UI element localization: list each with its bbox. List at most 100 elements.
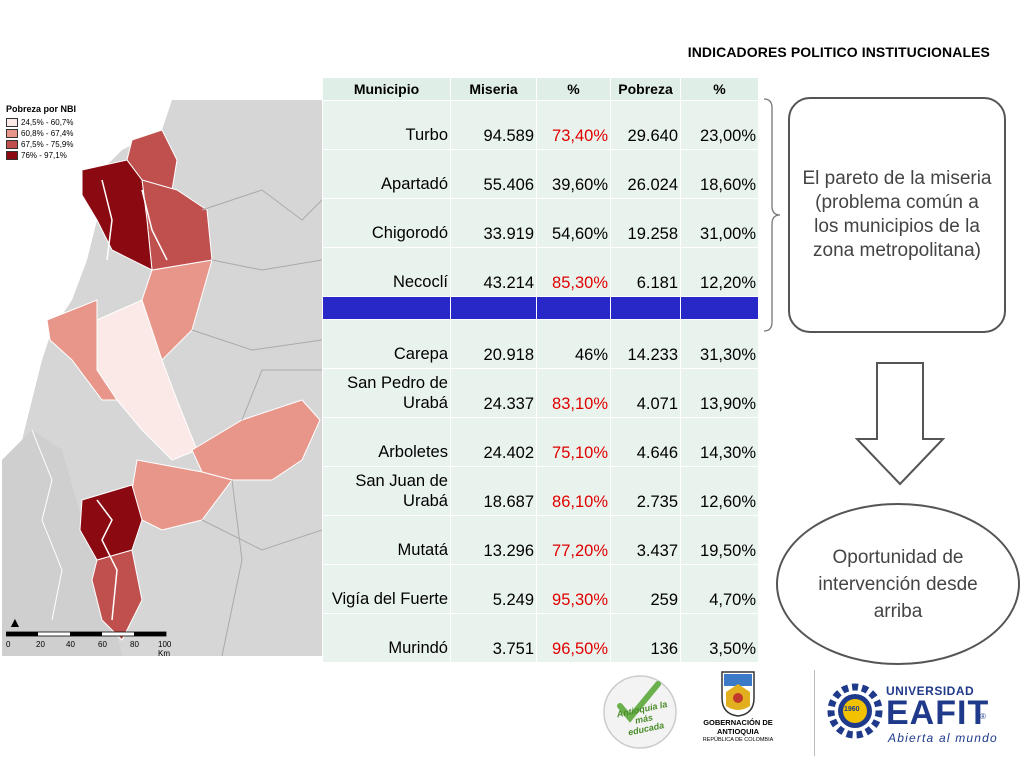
cell-pct-pobreza: 4,70% (680, 564, 759, 614)
gobernacion-subtitle: REPÚBLICA DE COLOMBIA (702, 737, 774, 743)
table-row: Apartadó 55.406 39,60% 26.024 18,60% (322, 149, 759, 199)
legend-swatch (6, 140, 18, 149)
cell-pct-pobreza: 18,60% (680, 149, 759, 199)
cell-pct-pobreza: 19,50% (680, 515, 759, 565)
cell-municipio: San Juan de Urabá (322, 466, 451, 516)
scale-bar-graphic (6, 631, 167, 637)
legend-swatch (6, 129, 18, 138)
opportunity-callout-ellipse: Oportunidad de intervención desde arriba (776, 503, 1020, 665)
cell-municipio: Chigorodó (322, 198, 451, 248)
cell-pct-miseria: 85,30% (536, 247, 611, 297)
separator-row (322, 296, 759, 320)
cell-municipio: Arboletes (322, 417, 451, 467)
cell-pobreza: 29.640 (610, 100, 681, 150)
down-arrow-icon (855, 362, 945, 486)
registered-mark-icon: ® (980, 712, 986, 721)
logo-divider (814, 670, 815, 756)
scale-label: 0 (6, 640, 11, 649)
cell-pobreza: 4.071 (610, 368, 681, 418)
cell-pct-miseria: 46% (536, 319, 611, 369)
col-header-miseria: Miseria (450, 77, 537, 101)
cell-miseria: 33.919 (450, 198, 537, 248)
cell-pobreza: 19.258 (610, 198, 681, 248)
cell-pct-pobreza: 23,00% (680, 100, 759, 150)
cell-miseria: 20.918 (450, 319, 537, 369)
pareto-callout-text: El pareto de la miseria (problema común … (802, 168, 992, 261)
cell-pct-pobreza: 14,30% (680, 417, 759, 467)
cell-pct-pobreza: 31,30% (680, 319, 759, 369)
legend-item: 60,8% - 67,4% (6, 128, 76, 139)
scale-label: 80 (130, 640, 139, 649)
gobernacion-logo-text: GOBERNACIÓN DE ANTIOQUIA REPÚBLICA DE CO… (686, 718, 790, 745)
col-header-municipio: Municipio (322, 77, 451, 101)
legend-label: 67,5% - 75,9% (21, 140, 74, 149)
footer-logos: Antioquia la más educada GOBERNACIÓN DE … (598, 668, 1018, 764)
scale-label: 60 (98, 640, 107, 649)
col-header-pct-miseria: % (536, 77, 611, 101)
cell-pobreza: 259 (610, 564, 681, 614)
cell-pct-miseria: 95,30% (536, 564, 611, 614)
col-header-pobreza: Pobreza (610, 77, 681, 101)
scale-label: 20 (36, 640, 45, 649)
cell-pct-pobreza: 31,00% (680, 198, 759, 248)
gobernacion-shield-icon (721, 671, 755, 717)
scale-label: 100 Km (158, 640, 172, 658)
cell-municipio: Necoclí (322, 247, 451, 297)
bracket-icon (763, 98, 781, 332)
cell-pct-pobreza: 13,90% (680, 368, 759, 418)
cell-pct-miseria: 86,10% (536, 466, 611, 516)
col-header-pct-pobreza: % (680, 77, 759, 101)
cell-miseria: 24.337 (450, 368, 537, 418)
cell-miseria: 94.589 (450, 100, 537, 150)
legend-label: 60,8% - 67,4% (21, 129, 74, 138)
cell-miseria: 55.406 (450, 149, 537, 199)
eafit-gear-logo-icon (827, 683, 883, 739)
cell-pobreza: 136 (610, 613, 681, 663)
eafit-name: EAFIT (886, 694, 990, 732)
indicators-table: Municipio Miseria % Pobreza % Turbo 94.58… (322, 77, 759, 663)
map-graphic (2, 100, 322, 656)
cell-pct-miseria: 54,60% (536, 198, 611, 248)
cell-municipio: San Pedro de Urabá (322, 368, 451, 418)
eafit-year: 1960 (844, 706, 860, 713)
uraba-poverty-map (2, 100, 322, 656)
cell-pct-pobreza: 3,50% (680, 613, 759, 663)
cell-municipio: Turbo (322, 100, 451, 150)
cell-pct-miseria: 83,10% (536, 368, 611, 418)
cell-miseria: 3.751 (450, 613, 537, 663)
pareto-callout-box: El pareto de la miseria (problema común … (788, 97, 1006, 333)
table-row: Murindó 3.751 96,50% 136 3,50% (322, 613, 759, 663)
legend-item: 76% - 97,1% (6, 150, 76, 161)
scale-label: 40 (66, 640, 75, 649)
map-legend: Pobreza por NBI 24,5% - 60,7% 60,8% - 67… (6, 104, 76, 161)
cell-miseria: 5.249 (450, 564, 537, 614)
opportunity-callout-text: Oportunidad de intervención desde arriba (818, 546, 978, 622)
cell-pobreza: 6.181 (610, 247, 681, 297)
cell-pct-miseria: 75,10% (536, 417, 611, 467)
cell-municipio: Murindó (322, 613, 451, 663)
cell-pobreza: 4.646 (610, 417, 681, 467)
cell-miseria: 18.687 (450, 466, 537, 516)
legend-swatch (6, 151, 18, 160)
table-row: San Pedro de Urabá 24.337 83,10% 4.071 13,90… (322, 368, 759, 418)
cell-pct-miseria: 39,60% (536, 149, 611, 199)
table-row: Mutatá 13.296 77,20% 3.437 19,50% (322, 515, 759, 565)
table-row: Carepa 20.918 46% 14.233 31,30% (322, 319, 759, 369)
eafit-universidad-label: UNIVERSIDAD (886, 684, 975, 698)
cell-pct-miseria: 77,20% (536, 515, 611, 565)
page-title: INDICADORES POLITICO INSTITUCIONALES (687, 44, 990, 60)
cell-pct-miseria: 96,50% (536, 613, 611, 663)
legend-title: Pobreza por NBI (6, 104, 77, 114)
cell-municipio: Apartadó (322, 149, 451, 199)
table-row: Vigía del Fuerte 5.249 95,30% 259 4,70% (322, 564, 759, 614)
eafit-tagline: Abierta al mundo (888, 731, 998, 745)
table-row: Arboletes 24.402 75,10% 4.646 14,30% (322, 417, 759, 467)
table-row: Necoclí 43.214 85,30% 6.181 12,20% (322, 247, 759, 297)
cell-pct-pobreza: 12,60% (680, 466, 759, 516)
cell-miseria: 13.296 (450, 515, 537, 565)
table-row: San Juan de Urabá 18.687 86,10% 2.735 12,60% (322, 466, 759, 516)
legend-item: 67,5% - 75,9% (6, 139, 76, 150)
table-header-row: Municipio Miseria % Pobreza % (322, 77, 759, 101)
gobernacion-name: GOBERNACIÓN DE ANTIOQUIA (703, 718, 773, 736)
table-separator (322, 296, 759, 320)
